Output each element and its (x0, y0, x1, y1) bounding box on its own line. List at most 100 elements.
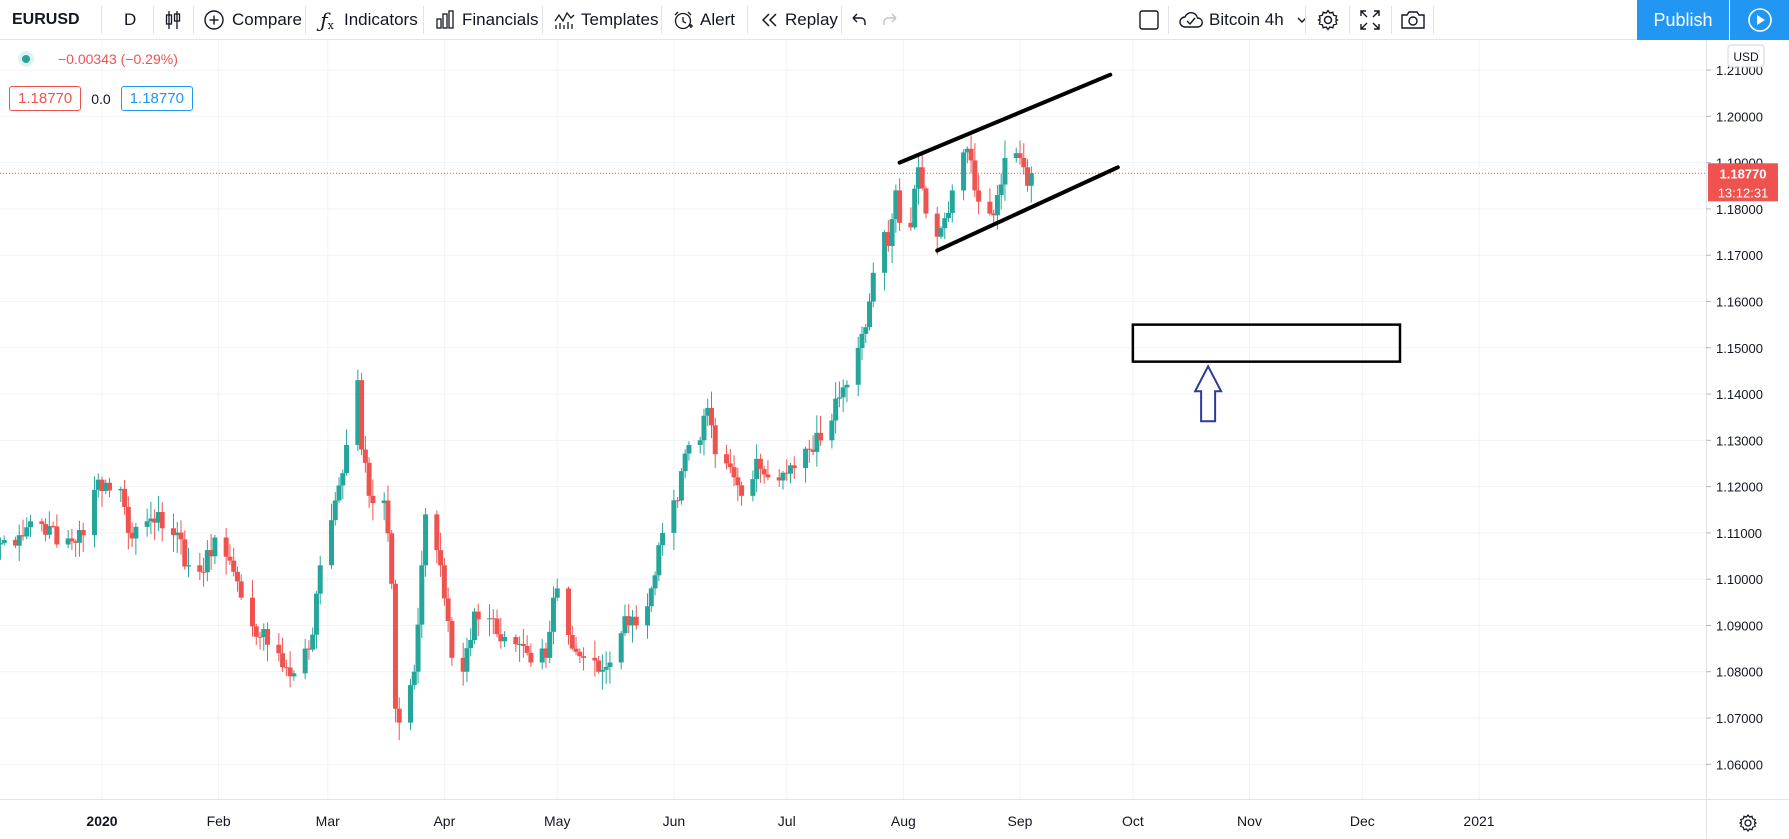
candle-body (648, 588, 654, 607)
sell-price-button[interactable]: 1.18770 (9, 86, 82, 111)
buy-price-button[interactable]: 1.18770 (120, 86, 193, 111)
chart-settings-button[interactable] (1738, 814, 1758, 832)
user-drawings[interactable] (897, 72, 1402, 423)
expand-icon (1359, 9, 1381, 31)
layout-name: Bitcoin 4h (1209, 10, 1284, 29)
live-status-icon[interactable] (18, 51, 34, 67)
candle-body (765, 474, 771, 478)
candle-body (1017, 153, 1023, 159)
templates-label: Templates (581, 10, 659, 29)
candle-body (310, 634, 316, 650)
candle-body (1025, 167, 1031, 186)
fullscreen-button[interactable] (1359, 0, 1381, 40)
candle-body (735, 477, 741, 486)
replay-button[interactable]: Replay (759, 0, 838, 40)
price-change-label: −0.00343 (−0.29%) (58, 51, 178, 67)
candle-body (231, 560, 237, 572)
candle-body (912, 188, 918, 228)
time-axis[interactable]: 2020 Feb Mar Apr May Jun Jul Aug Sep Oct Nov Dec 202… (86, 813, 1494, 829)
candle-body (381, 500, 387, 504)
candle-body (43, 523, 49, 535)
price-tick-label: 1.18000 (1716, 202, 1763, 217)
time-tick-label: Mar (316, 813, 340, 829)
candle-body (863, 327, 869, 334)
candle-body (197, 565, 203, 572)
candle-body (366, 462, 372, 496)
bar-countdown-label: 13:12:31 (1718, 185, 1769, 200)
candle-body (678, 471, 684, 501)
interval-button[interactable]: D (124, 0, 136, 40)
alert-button[interactable]: Alert (672, 0, 735, 40)
candle-body (633, 616, 639, 626)
toolbar-divider (1305, 6, 1306, 34)
candle-body (253, 626, 259, 637)
candle-body (490, 618, 496, 620)
candle-body (170, 528, 176, 536)
legend-status-row: −0.00343 (−0.29%) (18, 51, 178, 67)
candle-body (705, 407, 711, 416)
toolbar-divider (1349, 6, 1350, 34)
candle-body (701, 415, 707, 441)
candle-body (517, 643, 523, 645)
layout-menu-button[interactable]: Bitcoin 4h (1178, 0, 1308, 40)
candle-body (1013, 153, 1019, 159)
candle-body (867, 301, 873, 328)
candle-body (468, 640, 474, 649)
price-axis-currency[interactable]: USD (1727, 44, 1765, 68)
candle-body (934, 213, 940, 237)
bar-chart-icon (434, 9, 456, 31)
compare-button[interactable]: Compare (203, 0, 302, 40)
candle-body (885, 232, 891, 246)
snapshot-button[interactable] (1400, 0, 1426, 40)
publish-button[interactable]: Publish (1637, 0, 1729, 40)
templates-button[interactable]: Templates (553, 0, 658, 40)
candle-body (265, 629, 271, 645)
toolbar-divider (305, 6, 306, 34)
candles-icon (162, 9, 184, 31)
candle-body (107, 482, 113, 491)
candle-body (362, 449, 368, 463)
candle-body (46, 525, 52, 535)
interval-label: D (124, 10, 137, 29)
candle-body (212, 537, 218, 557)
candle-body (76, 530, 82, 543)
fullscreen-layout-button[interactable] (1138, 0, 1160, 40)
financials-button[interactable]: Financials (434, 0, 539, 40)
candle-body (791, 465, 797, 469)
candle-body (712, 425, 718, 455)
price-chart[interactable]: 1.210001.200001.190001.180001.170001.160… (0, 40, 1789, 839)
candle-body (12, 539, 18, 546)
price-tick-label: 1.06000 (1716, 757, 1763, 772)
price-tick-label: 1.08000 (1716, 665, 1763, 680)
plus-circle-icon (203, 9, 225, 31)
symbol-search-button[interactable]: EURUSD (12, 0, 80, 40)
time-tick-label: Jun (663, 813, 686, 829)
candle-body (1028, 173, 1034, 186)
candle-body (739, 485, 745, 496)
candle-body (69, 538, 75, 542)
financials-label: Financials (462, 10, 539, 29)
candle-body (148, 518, 154, 522)
candle-body (16, 535, 22, 546)
candle-body (332, 500, 338, 521)
candle-body (803, 448, 809, 469)
time-tick-label: Sep (1008, 813, 1033, 829)
candle-body (539, 648, 545, 663)
alarm-clock-icon (672, 9, 694, 31)
toolbar-divider (1391, 6, 1392, 34)
price-tick-label: 1.11000 (1716, 526, 1762, 541)
video-play-button[interactable] (1730, 0, 1789, 40)
candle-body (408, 685, 414, 723)
chart-pane[interactable]: 1.21000 1.20000 1.19000 1.18000 1.17000 1.160… (0, 40, 1789, 839)
undo-button[interactable] (849, 0, 869, 40)
candle-body (897, 190, 903, 223)
chart-style-button[interactable] (162, 0, 184, 40)
candle-body (302, 648, 308, 674)
time-tick-label: 2021 (1463, 813, 1494, 829)
candle-body (155, 512, 161, 523)
redo-button[interactable] (880, 0, 900, 40)
candle-body (784, 472, 790, 474)
settings-button[interactable] (1316, 0, 1340, 40)
